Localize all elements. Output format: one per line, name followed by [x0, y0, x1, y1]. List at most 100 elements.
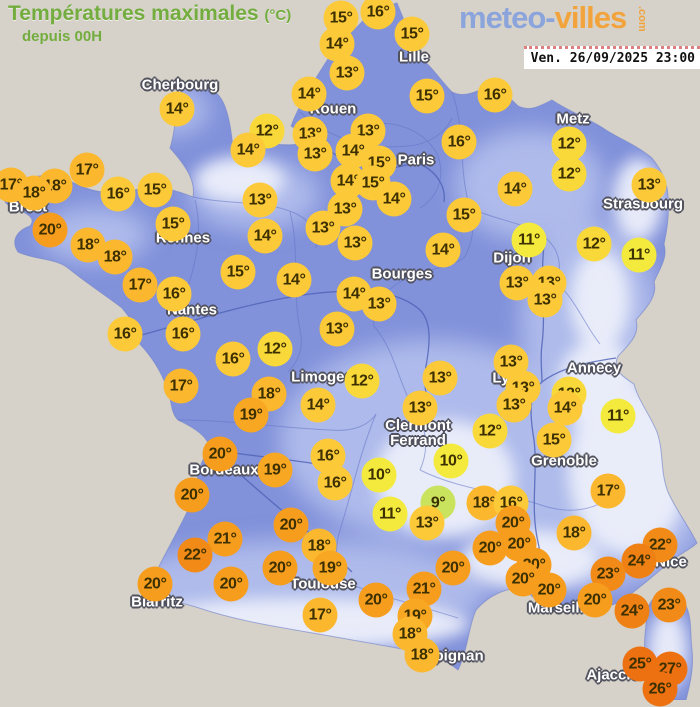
temp-marker: 13°: [409, 505, 445, 541]
temp-marker: 13°: [527, 282, 563, 318]
title-text: Températures maximales: [8, 2, 259, 25]
temp-marker: 17°: [302, 597, 338, 633]
temp-marker: 13°: [305, 210, 341, 246]
temp-marker: 15°: [536, 422, 572, 458]
temp-marker: 20°: [137, 566, 173, 602]
temp-marker: 11°: [511, 222, 547, 258]
temp-marker: 14°: [376, 181, 412, 217]
temp-marker: 16°: [215, 341, 251, 377]
temp-marker: 16°: [100, 176, 136, 212]
city-label: Grenoble: [531, 452, 597, 470]
city-label: Strasbourg: [602, 195, 684, 213]
temp-marker: 15°: [155, 206, 191, 242]
temp-marker: 18°: [404, 637, 440, 673]
temp-marker: 13°: [350, 113, 386, 149]
temp-marker: 13°: [242, 182, 278, 218]
temp-marker: 26°: [642, 671, 678, 707]
temp-marker: 16°: [441, 124, 477, 160]
temp-marker: 15°: [394, 16, 430, 52]
temp-marker: 17°: [122, 267, 158, 303]
temp-marker: 14°: [497, 171, 533, 207]
city-label: Bourges: [371, 265, 433, 283]
temp-marker: 13°: [337, 225, 373, 261]
temp-marker: 16°: [107, 316, 143, 352]
temp-marker: 15°: [220, 254, 256, 290]
temp-marker: 13°: [361, 286, 397, 322]
site-logo[interactable]: meteo-villes .com: [459, 0, 657, 35]
temp-marker: 20°: [531, 572, 567, 608]
temp-marker: 20°: [435, 550, 471, 586]
city-label: Paris: [397, 151, 435, 169]
temp-marker: 12°: [344, 363, 380, 399]
temp-marker: 14°: [276, 262, 312, 298]
city-label: Cherbourg: [141, 76, 219, 94]
temp-marker: 16°: [317, 465, 353, 501]
temp-marker: 11°: [372, 496, 408, 532]
temp-marker: 15°: [137, 172, 173, 208]
temp-marker: 14°: [159, 91, 195, 127]
temp-marker: 12°: [257, 331, 293, 367]
temp-marker: 13°: [329, 55, 365, 91]
temp-marker: 16°: [165, 316, 201, 352]
temp-marker: 13°: [496, 387, 532, 423]
temp-marker: 16°: [360, 0, 396, 30]
temp-marker: 20°: [202, 436, 238, 472]
temp-marker: 21°: [207, 521, 243, 557]
temp-marker: 19°: [257, 452, 293, 488]
temp-marker: 11°: [621, 237, 657, 273]
temp-marker: 24°: [621, 543, 657, 579]
temp-marker: 15°: [409, 78, 445, 114]
temp-marker: 20°: [174, 477, 210, 513]
city-label: Lille: [398, 48, 430, 66]
temp-marker: 20°: [472, 530, 508, 566]
temp-marker: 13°: [297, 136, 333, 172]
temp-marker: 14°: [319, 26, 355, 62]
title-subtitle: depuis 00H: [22, 28, 103, 45]
temp-marker: 22°: [177, 537, 213, 573]
city-label: Clermont Ferrand: [385, 417, 451, 449]
city-label: Metz: [556, 110, 590, 128]
temp-marker: 19°: [233, 397, 269, 433]
page-title: Températures maximales (°C): [8, 2, 291, 26]
temp-marker: 13°: [319, 311, 355, 347]
temp-marker: 24°: [614, 593, 650, 629]
temp-marker: 18°: [556, 515, 592, 551]
temp-marker: 15°: [446, 197, 482, 233]
temp-marker: 13°: [422, 360, 458, 396]
temp-marker: 23°: [651, 587, 687, 623]
temp-marker: 14°: [300, 387, 336, 423]
temp-marker: 11°: [600, 398, 636, 434]
datetime-banner: Ven. 26/09/2025 23:00: [523, 46, 700, 69]
temp-marker: 10°: [433, 443, 469, 479]
temp-marker: 13°: [402, 390, 438, 426]
temp-marker: 20°: [273, 507, 309, 543]
temp-marker: 20°: [262, 550, 298, 586]
temp-marker: 12°: [472, 413, 508, 449]
logo-part-orange: villes: [554, 0, 628, 35]
temp-marker: 17°: [69, 152, 105, 188]
temp-marker: 20°: [577, 582, 613, 618]
temp-marker: 14°: [230, 132, 266, 168]
temp-marker: 20°: [358, 582, 394, 618]
temp-marker: 18°: [97, 239, 133, 275]
logo-part-blue: meteo-: [459, 0, 556, 35]
title-unit: (°C): [264, 7, 292, 24]
temp-marker: 14°: [547, 390, 583, 426]
temp-marker: 17°: [163, 368, 199, 404]
temp-marker: 20°: [213, 566, 249, 602]
temp-marker: 18°: [70, 227, 106, 263]
temp-marker: 14°: [247, 218, 283, 254]
temp-marker: 12°: [551, 126, 587, 162]
logo-suffix: .com: [636, 6, 649, 32]
temp-marker: 18°: [392, 616, 428, 652]
temp-marker: 19°: [312, 550, 348, 586]
temp-marker: 13°: [631, 167, 667, 203]
temp-marker: 14°: [425, 232, 461, 268]
temp-marker: 12°: [576, 226, 612, 262]
map-title-block: Températures maximales (°C) depuis 00H: [8, 2, 291, 45]
temp-marker: 20°: [32, 212, 68, 248]
temp-marker: 17°: [590, 473, 626, 509]
temp-marker: 14°: [291, 76, 327, 112]
temp-marker: 16°: [477, 77, 513, 113]
city-label: Annecy: [566, 359, 622, 377]
